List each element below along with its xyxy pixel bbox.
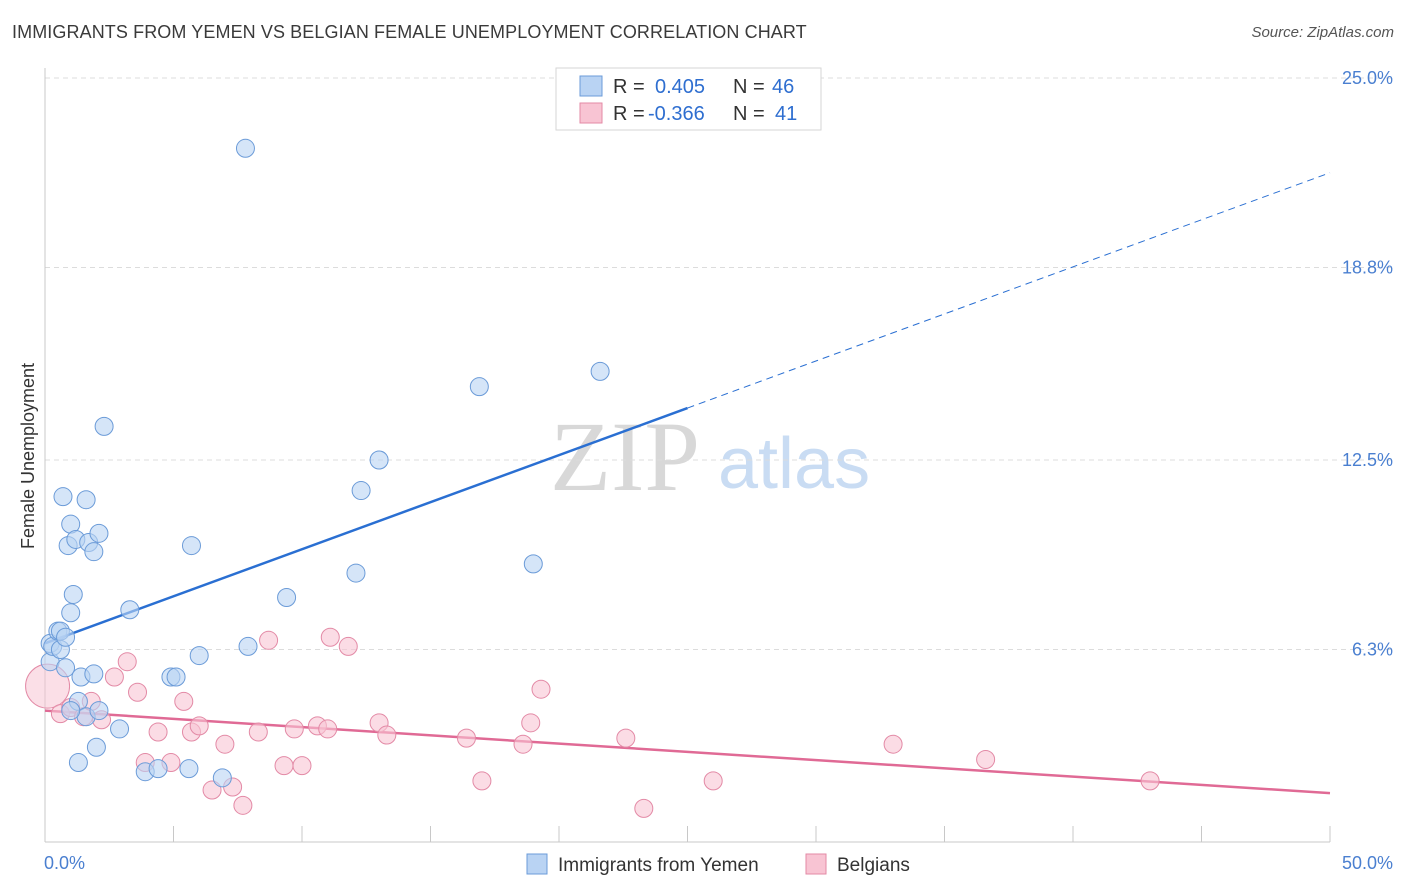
point-yemen-29 [148, 759, 168, 779]
point-yemen-37 [238, 636, 258, 656]
legend-n-label-pink: N = [733, 103, 765, 125]
point-yemen-31 [166, 667, 186, 687]
legend-series: Immigrants from Yemen Belgians [526, 853, 910, 876]
point-belgians-35 [616, 728, 636, 748]
point-yemen-41 [369, 450, 389, 470]
legend-r-label-pink: R = [613, 103, 645, 125]
points-immigrants-from-yemen [40, 138, 610, 788]
point-yemen-11 [61, 603, 81, 623]
point-belgians-15 [202, 780, 222, 800]
legend-n-value-pink: 41 [775, 103, 797, 125]
y-axis-title: Female Unemployment [18, 363, 38, 549]
y-tick-label-3: 25.0% [1342, 68, 1393, 88]
point-yemen-25 [94, 416, 114, 436]
axes [44, 68, 1331, 843]
point-belgians-8 [128, 682, 148, 702]
trendline-yemen-solid [44, 406, 688, 645]
point-yemen-20 [84, 542, 104, 562]
point-yemen-35 [212, 768, 232, 788]
point-belgians-32 [513, 734, 533, 754]
point-yemen-26 [110, 719, 130, 739]
x-tick-label-max: 50.0% [1342, 853, 1393, 873]
point-belgians-22 [284, 719, 304, 739]
point-belgians-19 [248, 722, 268, 742]
point-yemen-24 [89, 701, 109, 721]
point-belgians-18 [233, 795, 253, 815]
point-belgians-31 [472, 771, 492, 791]
watermark: ZIP atlas [550, 401, 870, 512]
point-yemen-43 [523, 554, 543, 574]
y-tick-labels: 6.3% 12.5% 18.8% 25.0% [1342, 68, 1393, 659]
point-yemen-12 [63, 584, 83, 604]
y-tick-label-1: 12.5% [1342, 450, 1393, 470]
point-belgians-14 [189, 716, 209, 736]
point-yemen-32 [179, 759, 199, 779]
point-yemen-42 [469, 377, 489, 397]
legend-r-value-pink: -0.366 [648, 103, 705, 125]
legend-n-value-blue: 46 [772, 76, 794, 98]
point-belgians-29 [377, 725, 397, 745]
legend-swatch-immigrants-from-yemen [526, 853, 548, 875]
point-belgians-23 [292, 756, 312, 776]
legend-stats: R = 0.405 N = 46 R = -0.366 N = 41 [555, 67, 822, 131]
point-belgians-25 [318, 719, 338, 739]
point-yemen-7 [56, 627, 76, 647]
point-belgians-27 [338, 636, 358, 656]
point-yemen-44 [590, 361, 610, 381]
chart-title: IMMIGRANTS FROM YEMEN VS BELGIAN FEMALE … [12, 22, 807, 42]
trendline-yemen-dashed [687, 172, 1331, 409]
point-yemen-21 [84, 664, 104, 684]
point-yemen-33 [181, 536, 201, 556]
trendline-immigrants-from-yemen [44, 172, 1331, 645]
point-yemen-40 [351, 481, 371, 501]
legend-r-label-blue: R = [613, 76, 645, 98]
point-belgians-37 [703, 771, 723, 791]
point-yemen-23 [89, 523, 109, 543]
legend-swatch-blue [579, 75, 603, 97]
point-yemen-27 [120, 600, 140, 620]
point-yemen-8 [56, 658, 76, 678]
point-yemen-36 [235, 138, 255, 158]
point-belgians-10 [148, 722, 168, 742]
legend-swatch-pink [579, 102, 603, 124]
point-belgians-36 [634, 798, 654, 818]
point-belgians-30 [456, 728, 476, 748]
legend-label-belgians: Belgians [837, 855, 910, 876]
point-yemen-22 [86, 737, 106, 757]
y-tick-label-0: 6.3% [1352, 639, 1393, 659]
x-tick-labels: 0.0% 50.0% [44, 853, 1393, 873]
point-yemen-39 [346, 563, 366, 583]
point-belgians-33 [521, 713, 541, 733]
point-belgians-40 [1140, 771, 1160, 791]
point-yemen-45 [61, 701, 81, 721]
legend-label-immigrants-from-yemen: Immigrants from Yemen [558, 855, 759, 876]
source-credit: Source: ZipAtlas.com [1251, 24, 1394, 41]
point-belgians-39 [976, 749, 996, 769]
point-belgians-16 [215, 734, 235, 754]
legend-r-value-blue: 0.405 [655, 76, 705, 98]
watermark-atlas: atlas [718, 424, 870, 504]
point-belgians-20 [259, 630, 279, 650]
watermark-zip: ZIP [550, 401, 700, 512]
point-belgians-21 [274, 756, 294, 776]
point-belgians-34 [531, 679, 551, 699]
point-yemen-14 [68, 753, 88, 773]
point-belgians-38 [883, 734, 903, 754]
point-yemen-17 [76, 490, 96, 510]
point-yemen-6 [53, 487, 73, 507]
point-belgians-6 [104, 667, 124, 687]
point-yemen-38 [277, 588, 297, 608]
point-belgians-7 [117, 652, 137, 672]
legend-n-label-blue: N = [733, 76, 765, 98]
x-tick-label-min: 0.0% [44, 853, 85, 873]
point-belgians-12 [174, 691, 194, 711]
gridlines [45, 77, 1395, 650]
y-tick-label-2: 18.8% [1342, 257, 1393, 277]
point-yemen-34 [189, 646, 209, 666]
point-belgians-26 [320, 627, 340, 647]
legend-swatch-belgians [805, 853, 827, 875]
